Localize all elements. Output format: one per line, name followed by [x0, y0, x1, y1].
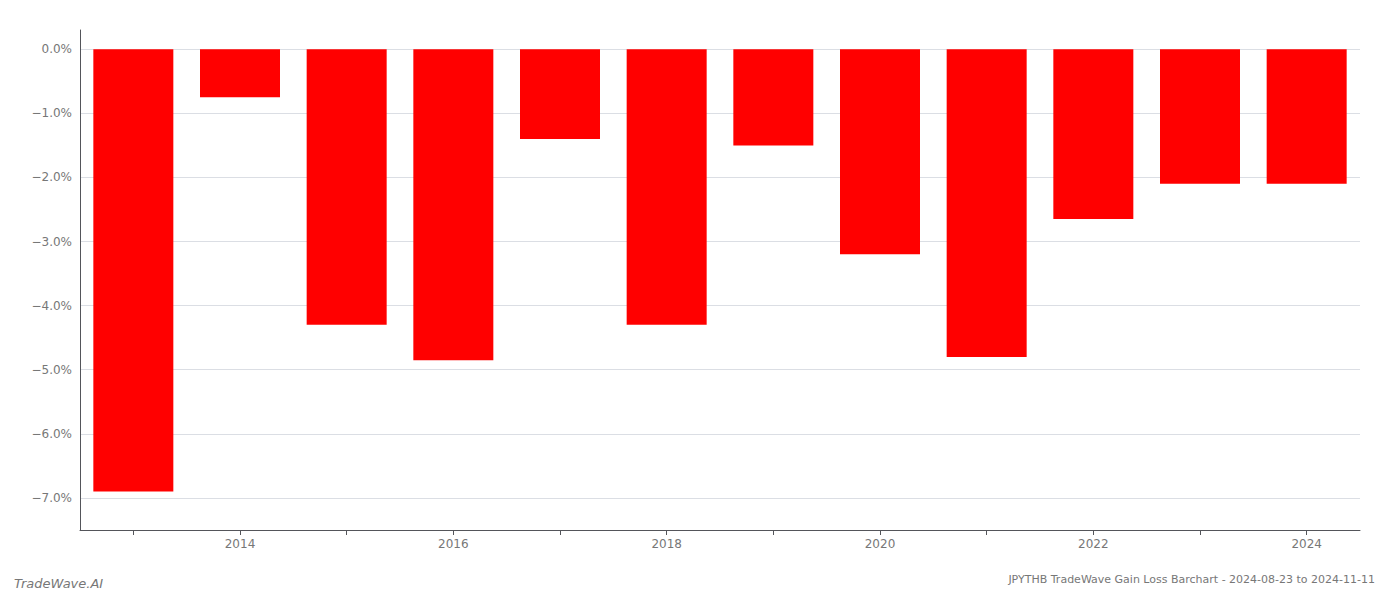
svg-text:−7.0%: −7.0% [31, 491, 72, 505]
svg-text:2024: 2024 [1291, 537, 1322, 551]
svg-text:TradeWave.AI: TradeWave.AI [14, 576, 103, 591]
svg-text:2014: 2014 [225, 537, 256, 551]
svg-text:−4.0%: −4.0% [31, 299, 72, 313]
svg-text:2022: 2022 [1078, 537, 1109, 551]
svg-text:JPYTHB TradeWave Gain Loss Bar: JPYTHB TradeWave Gain Loss Barchart - 20… [1007, 573, 1375, 586]
svg-text:−1.0%: −1.0% [31, 106, 72, 120]
svg-text:−2.0%: −2.0% [31, 170, 72, 184]
svg-text:2018: 2018 [651, 537, 682, 551]
svg-text:2020: 2020 [865, 537, 896, 551]
svg-text:2016: 2016 [438, 537, 469, 551]
svg-text:0.0%: 0.0% [42, 42, 73, 56]
svg-text:−6.0%: −6.0% [31, 427, 72, 441]
svg-text:−5.0%: −5.0% [31, 363, 72, 377]
svg-text:−3.0%: −3.0% [31, 235, 72, 249]
